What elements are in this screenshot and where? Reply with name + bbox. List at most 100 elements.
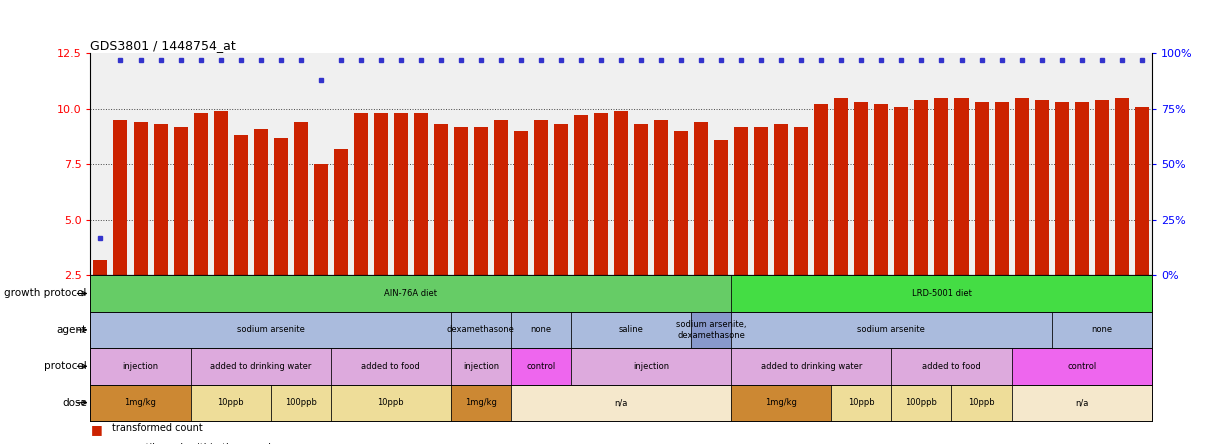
Bar bbox=[314, 164, 328, 331]
Bar bbox=[691, 312, 731, 348]
Bar bbox=[90, 275, 731, 312]
Bar bbox=[935, 98, 948, 331]
Bar bbox=[714, 140, 728, 331]
Bar bbox=[891, 385, 952, 421]
Text: 10ppb: 10ppb bbox=[848, 398, 874, 407]
Text: 1mg/kg: 1mg/kg bbox=[124, 398, 157, 407]
Bar bbox=[674, 131, 689, 331]
Text: 100ppb: 100ppb bbox=[285, 398, 317, 407]
Bar bbox=[414, 113, 428, 331]
Text: injection: injection bbox=[463, 362, 499, 371]
Bar bbox=[1114, 98, 1129, 331]
Bar bbox=[854, 102, 868, 331]
Text: none: none bbox=[531, 325, 551, 334]
Bar bbox=[574, 115, 589, 331]
Text: LRD-5001 diet: LRD-5001 diet bbox=[912, 289, 971, 298]
Text: control: control bbox=[526, 362, 556, 371]
Bar bbox=[294, 122, 308, 331]
Bar bbox=[451, 348, 511, 385]
Bar bbox=[330, 348, 451, 385]
Bar bbox=[774, 124, 789, 331]
Bar bbox=[434, 124, 447, 331]
Bar bbox=[1012, 385, 1152, 421]
Bar bbox=[113, 120, 128, 331]
Bar bbox=[453, 127, 468, 331]
Bar bbox=[374, 113, 388, 331]
Text: 10ppb: 10ppb bbox=[377, 398, 404, 407]
Bar bbox=[734, 127, 748, 331]
Text: dexamethasone: dexamethasone bbox=[447, 325, 515, 334]
Bar bbox=[353, 113, 368, 331]
Bar bbox=[134, 122, 147, 331]
Bar bbox=[614, 111, 628, 331]
Bar bbox=[1135, 107, 1149, 331]
Bar bbox=[952, 385, 1012, 421]
Bar bbox=[1012, 348, 1152, 385]
Bar bbox=[835, 98, 848, 331]
Bar bbox=[451, 385, 511, 421]
Bar bbox=[334, 149, 347, 331]
Bar bbox=[554, 124, 568, 331]
Bar bbox=[634, 124, 648, 331]
Text: transformed count: transformed count bbox=[112, 423, 203, 433]
Bar bbox=[274, 138, 288, 331]
Bar bbox=[795, 127, 808, 331]
Text: injection: injection bbox=[633, 362, 669, 371]
Bar bbox=[891, 348, 1012, 385]
Bar bbox=[1075, 102, 1089, 331]
Bar bbox=[1052, 312, 1152, 348]
Bar bbox=[731, 385, 831, 421]
Text: added to food: added to food bbox=[362, 362, 420, 371]
Text: n/a: n/a bbox=[1075, 398, 1088, 407]
Bar bbox=[995, 102, 1008, 331]
Text: protocol: protocol bbox=[45, 361, 87, 371]
Text: control: control bbox=[1067, 362, 1096, 371]
Bar bbox=[1054, 102, 1069, 331]
Text: added to food: added to food bbox=[923, 362, 980, 371]
Bar bbox=[511, 312, 570, 348]
Bar bbox=[511, 348, 570, 385]
Text: GDS3801 / 1448754_at: GDS3801 / 1448754_at bbox=[90, 39, 236, 52]
Text: percentile rank within the sample: percentile rank within the sample bbox=[112, 443, 277, 444]
Bar bbox=[174, 127, 188, 331]
Bar bbox=[534, 120, 548, 331]
Bar bbox=[270, 385, 330, 421]
Text: 1mg/kg: 1mg/kg bbox=[466, 398, 497, 407]
Bar bbox=[754, 127, 768, 331]
Bar bbox=[570, 312, 691, 348]
Text: 10ppb: 10ppb bbox=[217, 398, 244, 407]
Bar bbox=[234, 135, 247, 331]
Text: 100ppb: 100ppb bbox=[906, 398, 937, 407]
Bar bbox=[191, 348, 330, 385]
Bar bbox=[330, 385, 451, 421]
Bar bbox=[731, 312, 1052, 348]
Bar bbox=[814, 104, 829, 331]
Text: AIN-76A diet: AIN-76A diet bbox=[385, 289, 438, 298]
Text: sodium arsenite: sodium arsenite bbox=[857, 325, 925, 334]
Bar bbox=[570, 348, 731, 385]
Bar bbox=[595, 113, 608, 331]
Text: added to drinking water: added to drinking water bbox=[761, 362, 862, 371]
Text: injection: injection bbox=[123, 362, 158, 371]
Bar bbox=[93, 260, 107, 331]
Bar bbox=[874, 104, 889, 331]
Bar bbox=[654, 120, 668, 331]
Text: ■: ■ bbox=[90, 443, 103, 444]
Bar bbox=[90, 385, 191, 421]
Text: saline: saline bbox=[619, 325, 644, 334]
Bar bbox=[831, 385, 891, 421]
Bar bbox=[1095, 100, 1108, 331]
Text: sodium arsenite: sodium arsenite bbox=[236, 325, 305, 334]
Text: dose: dose bbox=[62, 398, 87, 408]
Bar bbox=[474, 127, 488, 331]
Text: agent: agent bbox=[57, 325, 87, 335]
Text: n/a: n/a bbox=[614, 398, 628, 407]
Bar bbox=[954, 98, 968, 331]
Bar bbox=[731, 275, 1152, 312]
Bar bbox=[1014, 98, 1029, 331]
Bar bbox=[90, 312, 451, 348]
Bar bbox=[494, 120, 508, 331]
Bar bbox=[974, 102, 989, 331]
Bar bbox=[194, 113, 207, 331]
Bar bbox=[191, 385, 270, 421]
